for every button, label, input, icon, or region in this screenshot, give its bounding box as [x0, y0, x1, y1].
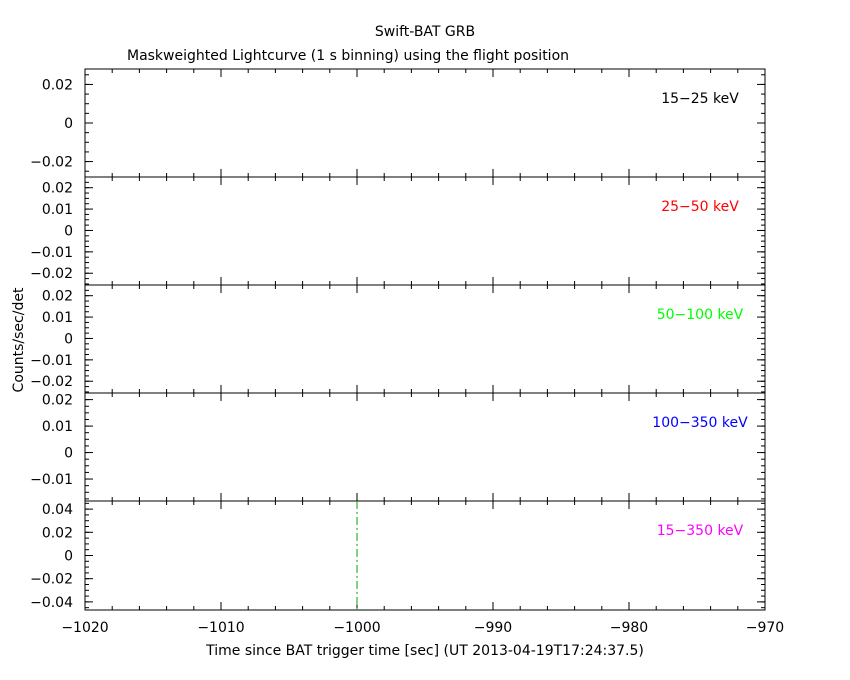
- chart-title: Swift-BAT GRB: [375, 24, 475, 40]
- panel-5: 0.04 0.02 0 −0.02 −0.04 15−350 keV: [30, 500, 766, 611]
- y-tick-label: 0.01: [42, 310, 73, 326]
- panel-2: 0.02 0.01 0 −0.01 −0.02 25−50 keV: [30, 176, 766, 286]
- x-axis-label: Time since BAT trigger time [sec] (UT 20…: [205, 643, 644, 659]
- y-tick-label: 0.02: [42, 289, 73, 305]
- y-tick-label: 0.01: [42, 202, 73, 218]
- panel-label: 25−50 keV: [661, 199, 739, 215]
- y-tick-label: 0: [64, 331, 73, 347]
- y-tick-label: −0.01: [30, 353, 73, 369]
- panel-label: 15−25 keV: [661, 91, 739, 107]
- y-tick-label: 0.01: [42, 419, 73, 435]
- y-tick-label: 0: [64, 223, 73, 239]
- y-tick-label: 0.02: [42, 77, 73, 93]
- y-tick-label: −0.02: [30, 572, 73, 588]
- y-tick-label: −0.02: [30, 374, 73, 390]
- x-tick-label: −1000: [333, 620, 380, 636]
- y-tick-label: −0.01: [30, 472, 73, 488]
- y-tick-label: −0.02: [30, 266, 73, 282]
- y-tick-label: 0: [64, 549, 73, 565]
- chart-subtitle: Maskweighted Lightcurve (1 s binning) us…: [127, 48, 569, 64]
- x-tick-label: −980: [610, 620, 648, 636]
- panel-label: 15−350 keV: [657, 523, 744, 539]
- panels-group: 0.02 0 −0.02 15−25 keV 0.02 0.01 0 −0.01 −0.02 25…: [30, 68, 784, 636]
- y-tick-label: 0: [64, 446, 73, 462]
- y-tick-label: 0.04: [42, 502, 73, 518]
- x-tick-label: −990: [474, 620, 512, 636]
- y-tick-label: 0: [64, 116, 73, 132]
- panel-label: 100−350 keV: [652, 415, 748, 431]
- y-tick-label: 0.02: [42, 525, 73, 541]
- x-tick-label: −970: [746, 620, 784, 636]
- x-tick-label: −1020: [61, 620, 108, 636]
- panel-label: 50−100 keV: [657, 307, 744, 323]
- x-tick-label: −1010: [197, 620, 244, 636]
- y-tick-label: −0.02: [30, 155, 73, 171]
- y-tick-label: 0.02: [42, 181, 73, 197]
- y-tick-label: 0.02: [42, 393, 73, 409]
- y-tick-label: −0.01: [30, 245, 73, 261]
- y-tick-label: −0.04: [30, 595, 73, 611]
- y-axis-label: Counts/sec/det: [11, 287, 27, 392]
